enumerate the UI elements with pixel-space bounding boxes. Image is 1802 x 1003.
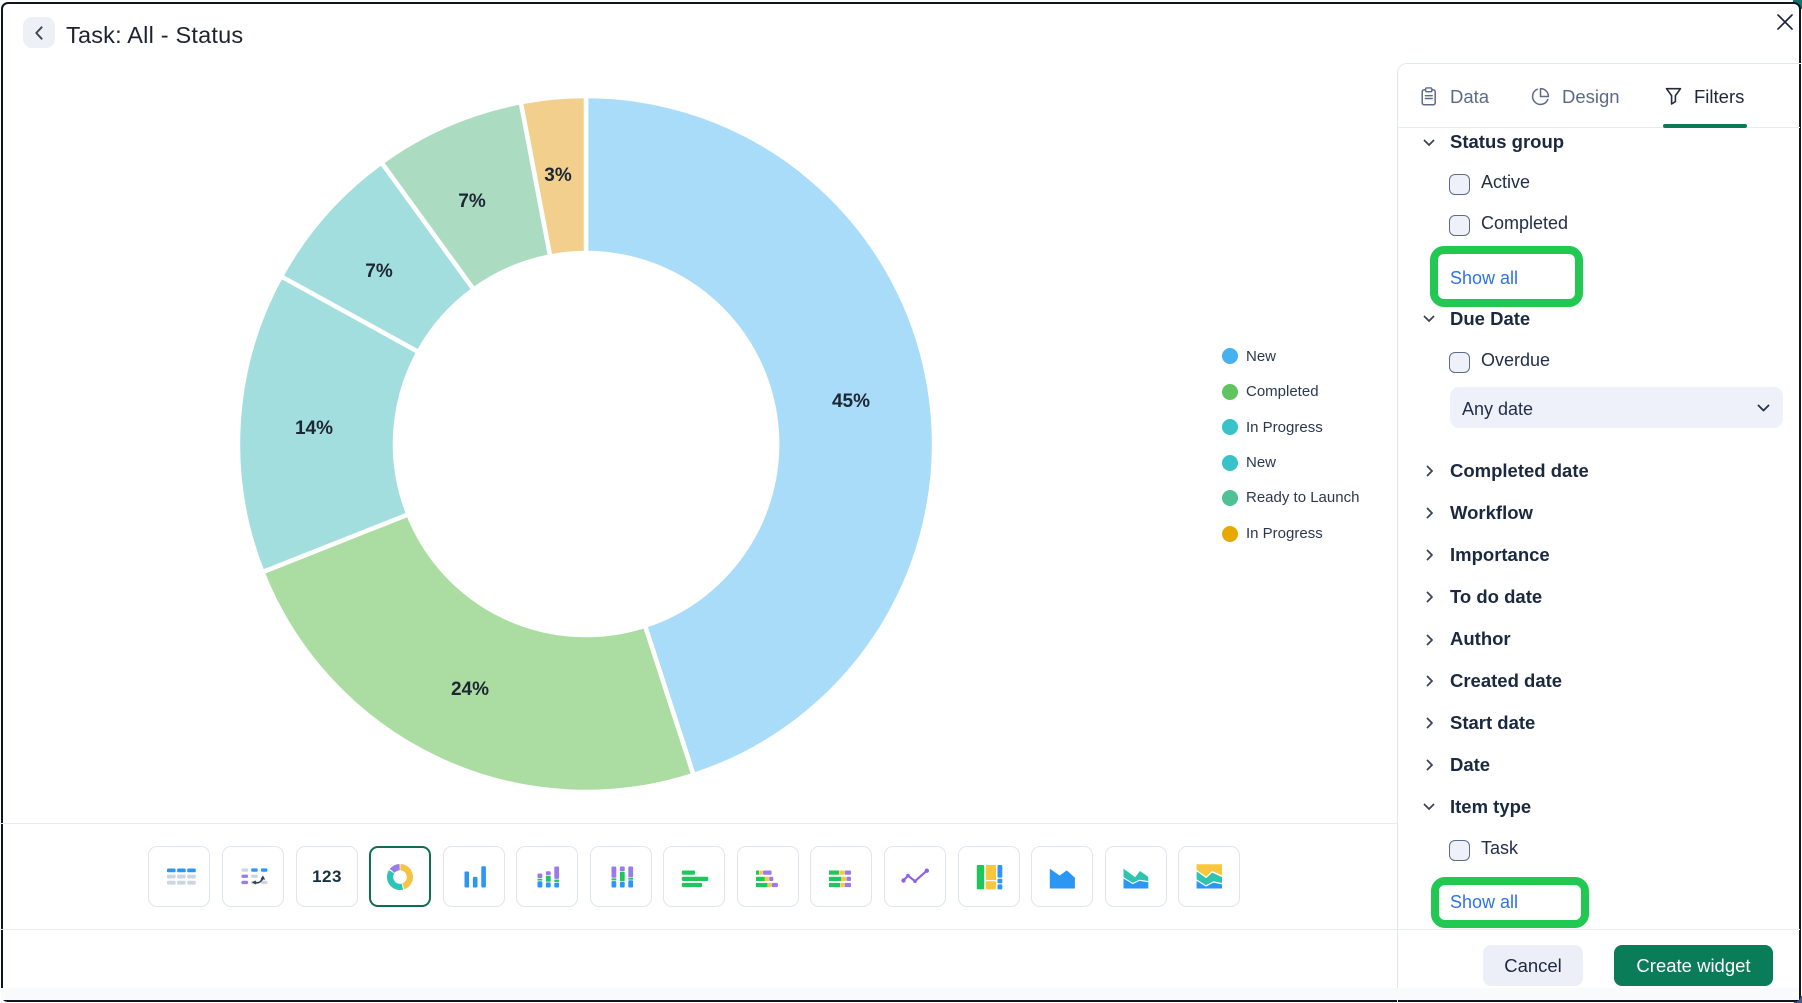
svg-text:45%: 45% (832, 391, 870, 412)
svg-text:7%: 7% (365, 261, 393, 282)
svg-text:7%: 7% (458, 191, 486, 212)
svg-text:24%: 24% (451, 679, 489, 700)
svg-text:3%: 3% (544, 165, 572, 186)
svg-text:14%: 14% (295, 418, 333, 439)
